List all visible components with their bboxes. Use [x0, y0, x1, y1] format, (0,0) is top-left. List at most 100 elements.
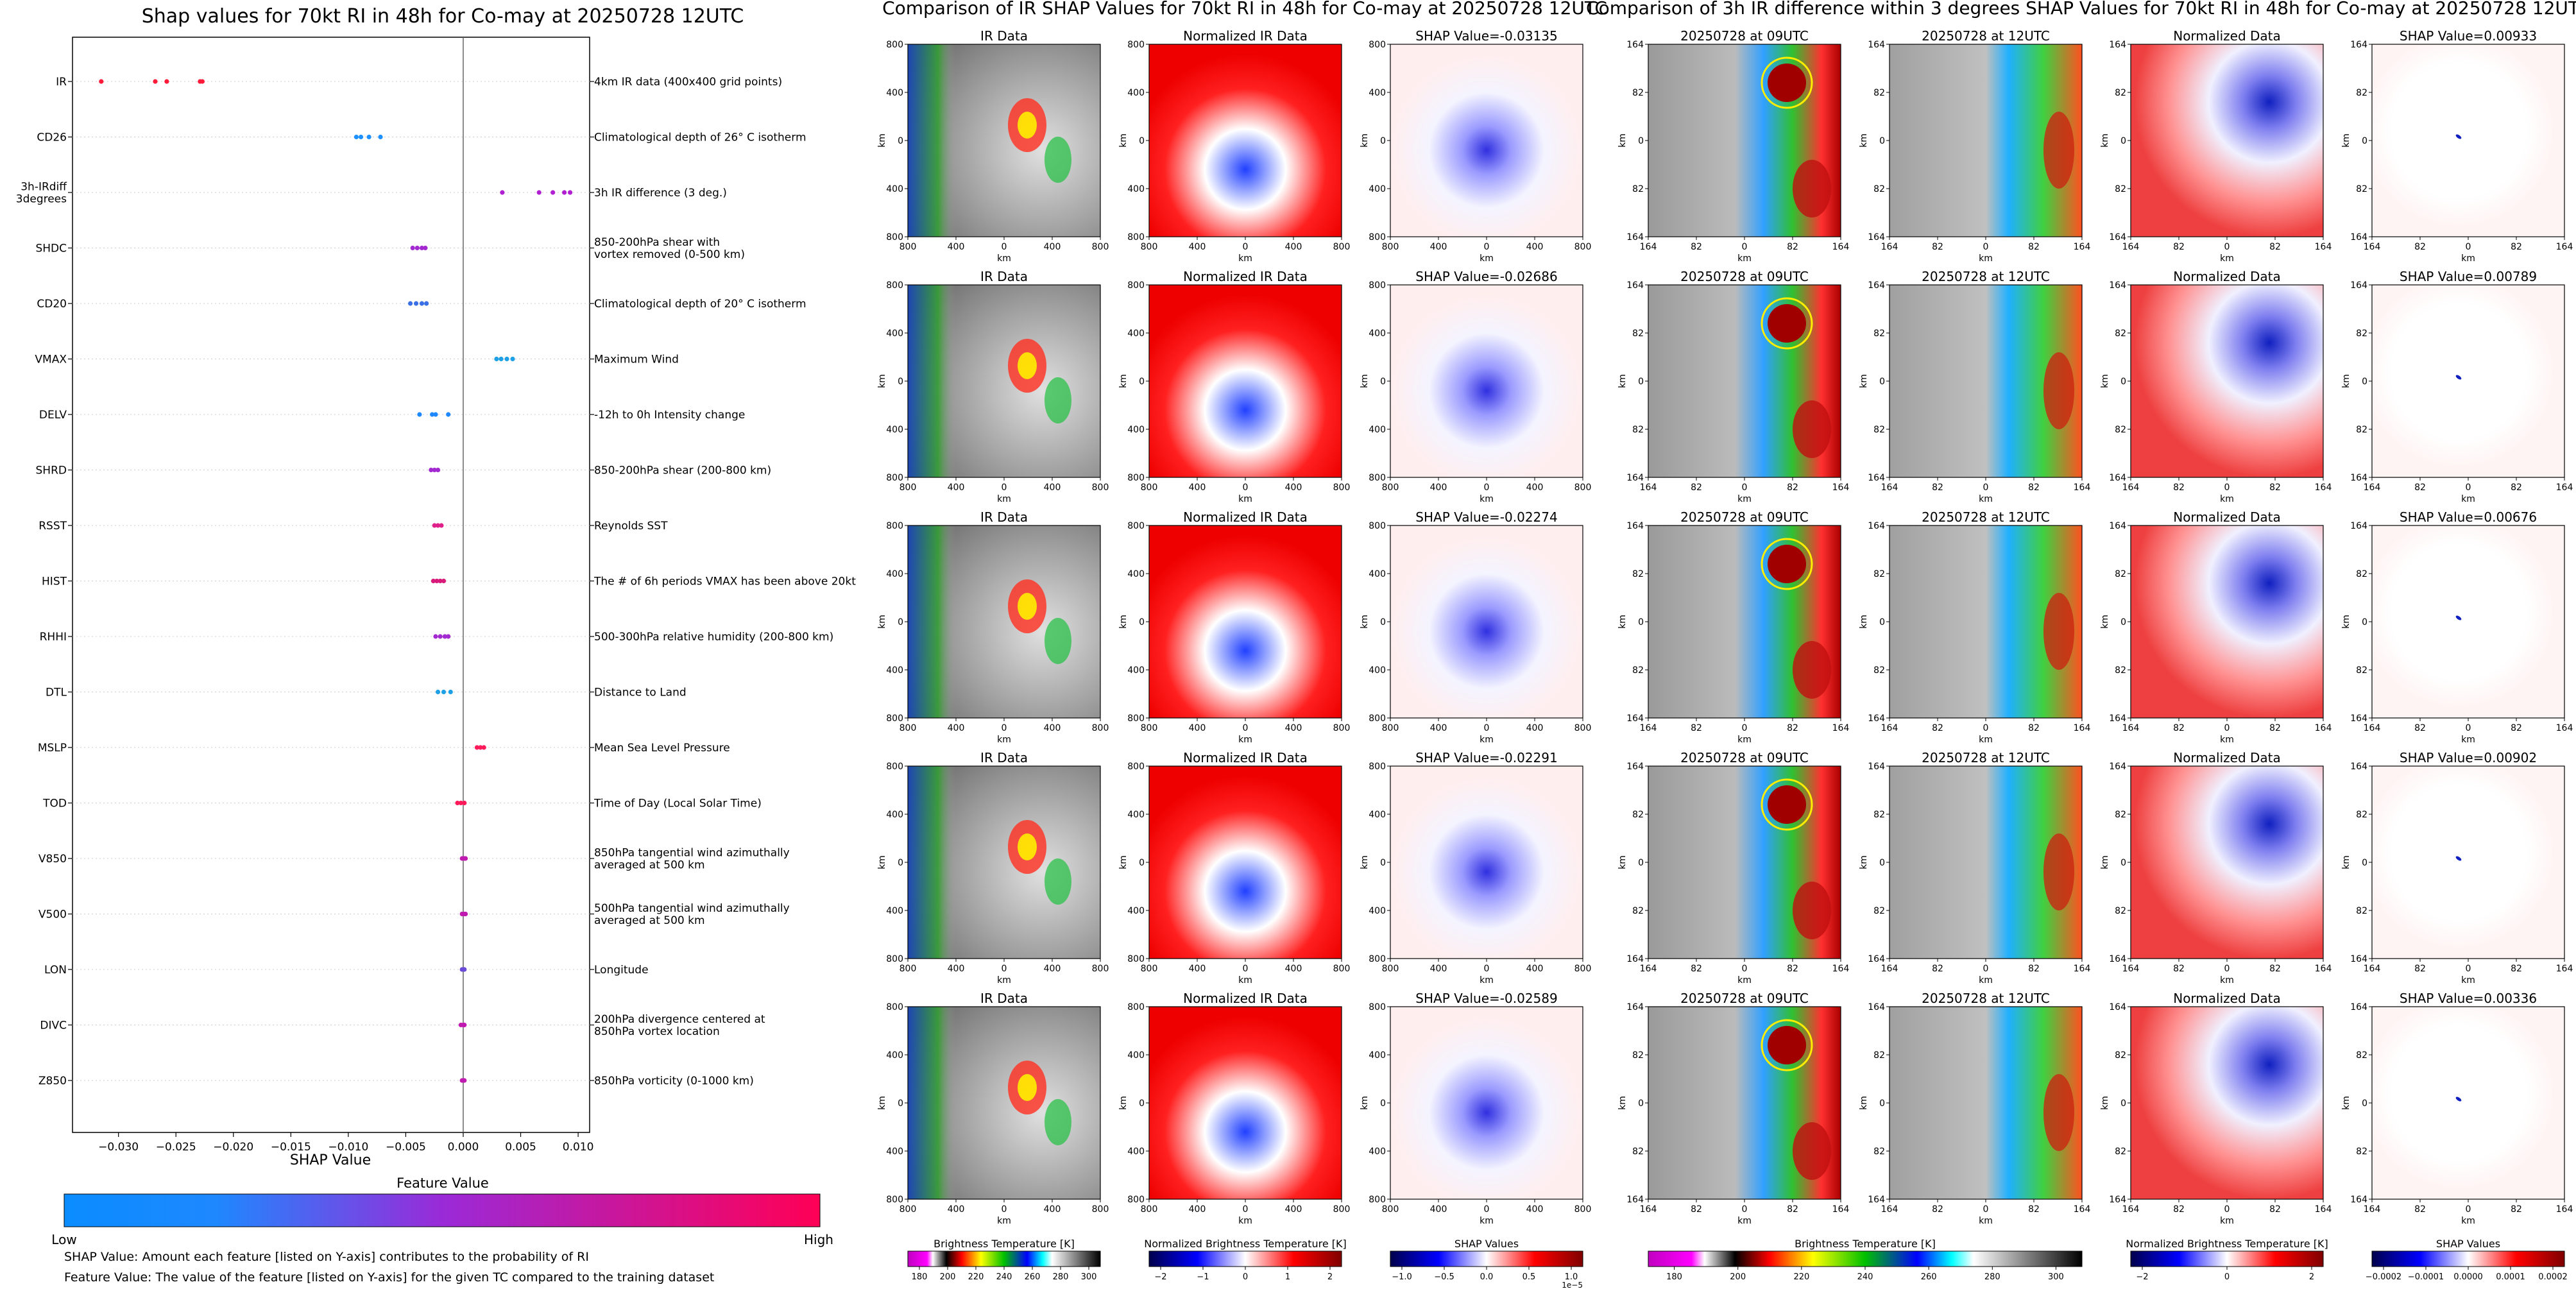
panel-y-tick-label: 800: [1127, 280, 1145, 291]
panel-y-axis-label: km: [2100, 855, 2110, 869]
panel-y-tick-label: 800: [1369, 954, 1386, 964]
panel-y-tick-label: 0: [1139, 136, 1145, 146]
panel-x-tick-label: 800: [1382, 723, 1399, 733]
panel-x-tick-label: 400: [1430, 964, 1447, 974]
ir-core-center: [1018, 352, 1037, 379]
panel-y-tick-label: 164: [2350, 954, 2367, 964]
shap-point: [430, 412, 435, 417]
shap-feature-label: 3h-IRdiff 3degrees: [16, 180, 68, 205]
panel-y-axis-label: km: [2341, 374, 2351, 388]
panel-x-tick-label: 164: [1640, 964, 1657, 974]
diff-hot-ring: [1761, 778, 1813, 831]
panel-y-tick-label: 82: [2115, 425, 2126, 435]
panel-x-tick-label: 164: [1640, 1204, 1657, 1215]
panel-image: [2131, 285, 2323, 477]
panel-x-tick-label: 164: [2315, 723, 2332, 733]
shap-feature-description: Climatological depth of 20° C isotherm: [594, 298, 806, 311]
panel-y-tick-label: 164: [1868, 521, 1885, 531]
panel-x-tick-label: 164: [2364, 482, 2381, 493]
panel-y-tick-label: 82: [1873, 1050, 1885, 1061]
diff-lower-core: [1793, 641, 1831, 699]
colorbar-tick-label: 2: [2309, 1272, 2314, 1282]
panel-y-axis-label: km: [1617, 374, 1628, 388]
panel-title: Normalized IR Data: [1183, 750, 1308, 765]
panel-y-tick-label: 400: [886, 184, 903, 194]
panel-x-tick-label: 82: [2269, 1204, 2281, 1215]
panel-y-tick-label: 400: [1127, 88, 1145, 98]
panel-x-tick-label: 0: [1243, 482, 1249, 493]
footnote-feature-value: Feature Value: The value of the feature …: [64, 1270, 715, 1285]
panel-x-tick-label: 82: [2028, 242, 2040, 252]
panel-image: [2131, 525, 2323, 718]
panel-y-tick-label: 800: [1127, 1195, 1145, 1205]
panel-x-tick-label: 400: [1430, 1204, 1447, 1215]
panel-x-tick-label: 800: [1574, 964, 1592, 974]
ir-core-center: [1018, 1074, 1037, 1101]
panel-y-tick-label: 82: [1873, 665, 1885, 676]
panel-title: Normalized Data: [2173, 991, 2281, 1006]
panel-x-tick-label: 82: [1691, 242, 1702, 252]
panel-x-tick-label: 800: [1092, 964, 1109, 974]
shap-point: [435, 467, 441, 473]
panel-y-tick-label: 164: [2109, 1195, 2126, 1205]
panel-y-tick-label: 800: [1127, 473, 1145, 483]
panel-image: [2372, 1007, 2564, 1199]
shap-feature-description: 3h IR difference (3 deg.): [594, 187, 727, 200]
panel-x-tick-label: 82: [2173, 1204, 2185, 1215]
panel-y-tick-label: 82: [2115, 665, 2126, 676]
panel-y-tick-label: 82: [2115, 88, 2126, 98]
panel-y-axis-label: km: [877, 615, 887, 629]
panel-x-tick-label: 400: [1285, 242, 1302, 252]
panel-x-tick-label: 82: [2269, 482, 2281, 493]
panel-y-tick-label: 82: [1873, 184, 1885, 194]
panel-x-tick-label: 82: [2414, 1204, 2426, 1215]
panel-y-axis-label: km: [2100, 615, 2110, 629]
diff-hot-spot: [1768, 304, 1806, 343]
colorbar-tick-label: 0.5: [1523, 1272, 1536, 1282]
panel-y-tick-label: 800: [1369, 40, 1386, 50]
panel-y-tick-label: 82: [2115, 569, 2126, 579]
shap-feature-spot: [2455, 134, 2462, 139]
panel-x-axis-label: km: [2220, 1216, 2234, 1226]
panel-y-tick-label: 400: [1127, 425, 1145, 435]
panel-title: SHAP Value=-0.03135: [1415, 28, 1557, 44]
shap-x-ticks: −0.030 −0.025 −0.020 −0.015 −0.010 −0.005 0.00…: [98, 1132, 593, 1154]
colorbar-tick-label: 0.0001: [2496, 1272, 2525, 1282]
panel-x-axis-label: km: [2461, 1216, 2475, 1226]
shap-x-tick-label: −0.030: [98, 1141, 139, 1154]
shap-feature-description: 200hPa divergence centered at 850hPa vort…: [594, 1013, 765, 1038]
panel-x-tick-label: 82: [2173, 723, 2185, 733]
panel-y-tick-label: 0: [2362, 858, 2367, 868]
panel-x-tick-label: 400: [1189, 242, 1206, 252]
shap-point: [567, 190, 573, 195]
panel-image: [1390, 285, 1583, 477]
panel-x-tick-label: 82: [2511, 242, 2522, 252]
panel-x-tick-label: 164: [1881, 482, 1898, 493]
panel-y-axis-label: km: [1360, 374, 1370, 388]
panel-y-tick-label: 800: [886, 280, 903, 291]
panel-y-tick-label: 400: [886, 88, 903, 98]
panel-y-tick-label: 800: [1127, 954, 1145, 964]
panel-y-tick-label: 0: [1139, 617, 1145, 627]
panel-x-tick-label: 164: [2315, 482, 2332, 493]
panel-x-tick-label: 82: [1787, 482, 1798, 493]
panel-y-tick-label: 164: [1626, 521, 1644, 531]
panel-x-axis-label: km: [1480, 1216, 1494, 1226]
panel-y-axis-label: km: [2341, 133, 2351, 148]
shap-point: [478, 745, 483, 750]
panel-x-tick-label: 164: [2122, 1204, 2140, 1215]
panel-x-tick-label: 164: [2122, 242, 2140, 252]
panel-title: IR Data: [980, 509, 1028, 525]
shap-point: [438, 578, 443, 584]
panel-x-tick-label: 0: [2224, 964, 2230, 974]
panel-y-axis-label: km: [1118, 855, 1129, 869]
panel-x-tick-label: 0: [2466, 723, 2471, 733]
colorbar-tick-label: 0: [1243, 1272, 1248, 1282]
panel-x-axis-label: km: [1480, 494, 1494, 504]
panel-x-axis-label: km: [2461, 975, 2475, 986]
shap-feature-description: 850hPa tangential wind azimuthally averag…: [594, 846, 790, 871]
panel-x-tick-label: 800: [1333, 242, 1351, 252]
panel-image: [1390, 44, 1583, 237]
panel-y-tick-label: 400: [886, 425, 903, 435]
panel-y-tick-label: 82: [1632, 329, 1644, 339]
